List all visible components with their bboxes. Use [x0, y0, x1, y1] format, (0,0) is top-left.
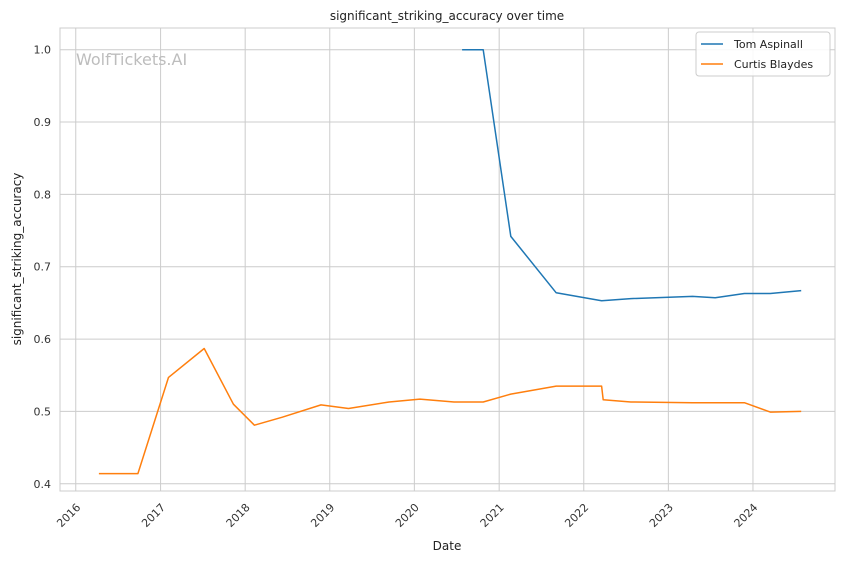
grid-lines	[60, 28, 835, 491]
series-lines	[98, 48, 802, 475]
watermark: WolfTickets.AI	[76, 50, 187, 69]
y-tick-label: 1.0	[34, 44, 52, 57]
y-ticks: 0.4 0.5 0.6 0.7 0.8 0.9 1.0	[34, 44, 52, 491]
legend-label-0: Tom Aspinall	[733, 38, 803, 51]
y-axis-label: significant_striking_accuracy	[10, 173, 24, 346]
legend-label-1: Curtis Blaydes	[734, 58, 813, 71]
plot-area	[60, 28, 835, 491]
plot-frame	[59, 27, 836, 492]
chart-title: significant_striking_accuracy over time	[330, 9, 564, 23]
legend: Tom Aspinall Curtis Blaydes	[695, 31, 831, 77]
series-line-1	[98, 347, 802, 475]
x-ticks: 2016 2017 2018 2019 2020 2021 2022 2023 2024	[54, 501, 760, 530]
y-tick-label: 0.4	[34, 478, 52, 491]
y-tick-label: 0.9	[34, 116, 52, 129]
y-tick-label: 0.7	[34, 261, 52, 274]
legend-box	[695, 31, 831, 77]
y-tick-label: 0.6	[34, 333, 52, 346]
y-tick-label: 0.5	[34, 405, 52, 418]
x-axis-label: Date	[433, 539, 462, 553]
series-line-0	[462, 48, 802, 302]
y-tick-label: 0.8	[34, 188, 52, 201]
